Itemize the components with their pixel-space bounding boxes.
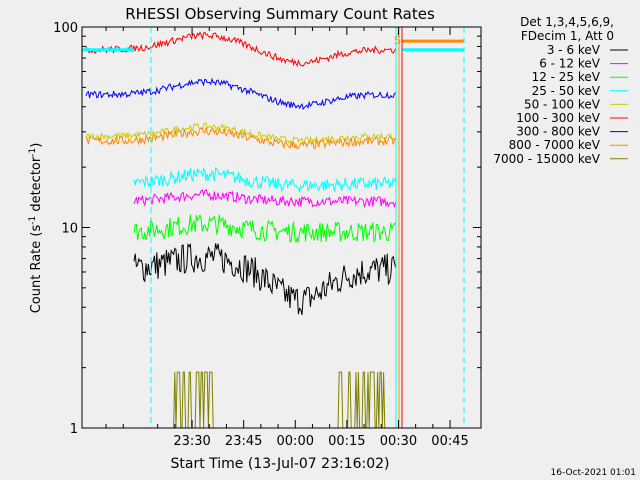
- legend-label: 25 - 50 keV: [532, 84, 601, 98]
- x-tick-label: 00:30: [380, 434, 417, 449]
- y-axis-label-close: ): [29, 143, 44, 148]
- decor-layer: [150, 27, 465, 428]
- series-line-6: [85, 77, 396, 111]
- y-axis-label-sup2: -1: [28, 148, 38, 157]
- legend-label: 3 - 6 keV: [547, 43, 601, 57]
- series-line-0: [133, 243, 397, 316]
- series-line-4: [85, 122, 396, 145]
- legend-label: 100 - 300 keV: [516, 111, 600, 125]
- y-tick-label: 100: [53, 21, 78, 36]
- series-layer: [82, 31, 464, 429]
- series-line-1: [133, 188, 397, 209]
- series-line-3: [133, 167, 397, 193]
- y-axis-label: Count Rate (s-1 detector-1): [28, 143, 44, 314]
- legend-label: 800 - 7000 keV: [509, 138, 601, 152]
- timestamp: 16-Oct-2021 01:01: [551, 468, 636, 478]
- x-tick-label: 23:45: [225, 434, 262, 449]
- plot-area: [82, 27, 481, 428]
- attenuator-s-marker: S: [394, 34, 401, 47]
- legend-label: 300 - 800 keV: [516, 125, 600, 139]
- y-axis-label-sup: -1: [28, 216, 38, 225]
- series-line-2: [133, 214, 396, 244]
- y-tick-label: 10: [61, 222, 78, 237]
- chart-title: RHESSI Observing Summary Count Rates: [125, 5, 435, 23]
- x-axis-label: Start Time (13-Jul-07 23:16:02): [170, 456, 389, 472]
- y-tick-label: 1: [70, 422, 78, 437]
- x-tick-label: 23:30: [173, 434, 210, 449]
- x-tick-label: 00:00: [277, 434, 314, 449]
- series-line-7: [85, 126, 397, 150]
- series-line-5: [85, 31, 397, 67]
- axis-layer: 1 10 100 23:30 23:45 00:00 00:15 00:30 00:45: [53, 21, 481, 449]
- y-axis-label-main: Count Rate (s: [29, 225, 44, 314]
- legend-label: 7000 - 15000 keV: [493, 152, 600, 166]
- legend-header-line2: FDecim 1, Att 0: [521, 29, 614, 43]
- x-tick-label: 00:15: [328, 434, 365, 449]
- y-axis-label-rest: detector: [29, 156, 44, 216]
- legend-header-line1: Det 1,3,4,5,6,9,: [520, 15, 614, 29]
- x-tick-label: 00:45: [431, 434, 468, 449]
- legend-label: 6 - 12 keV: [539, 57, 601, 71]
- legend-label: 50 - 100 keV: [524, 97, 601, 111]
- legend-label: 12 - 25 keV: [532, 70, 601, 84]
